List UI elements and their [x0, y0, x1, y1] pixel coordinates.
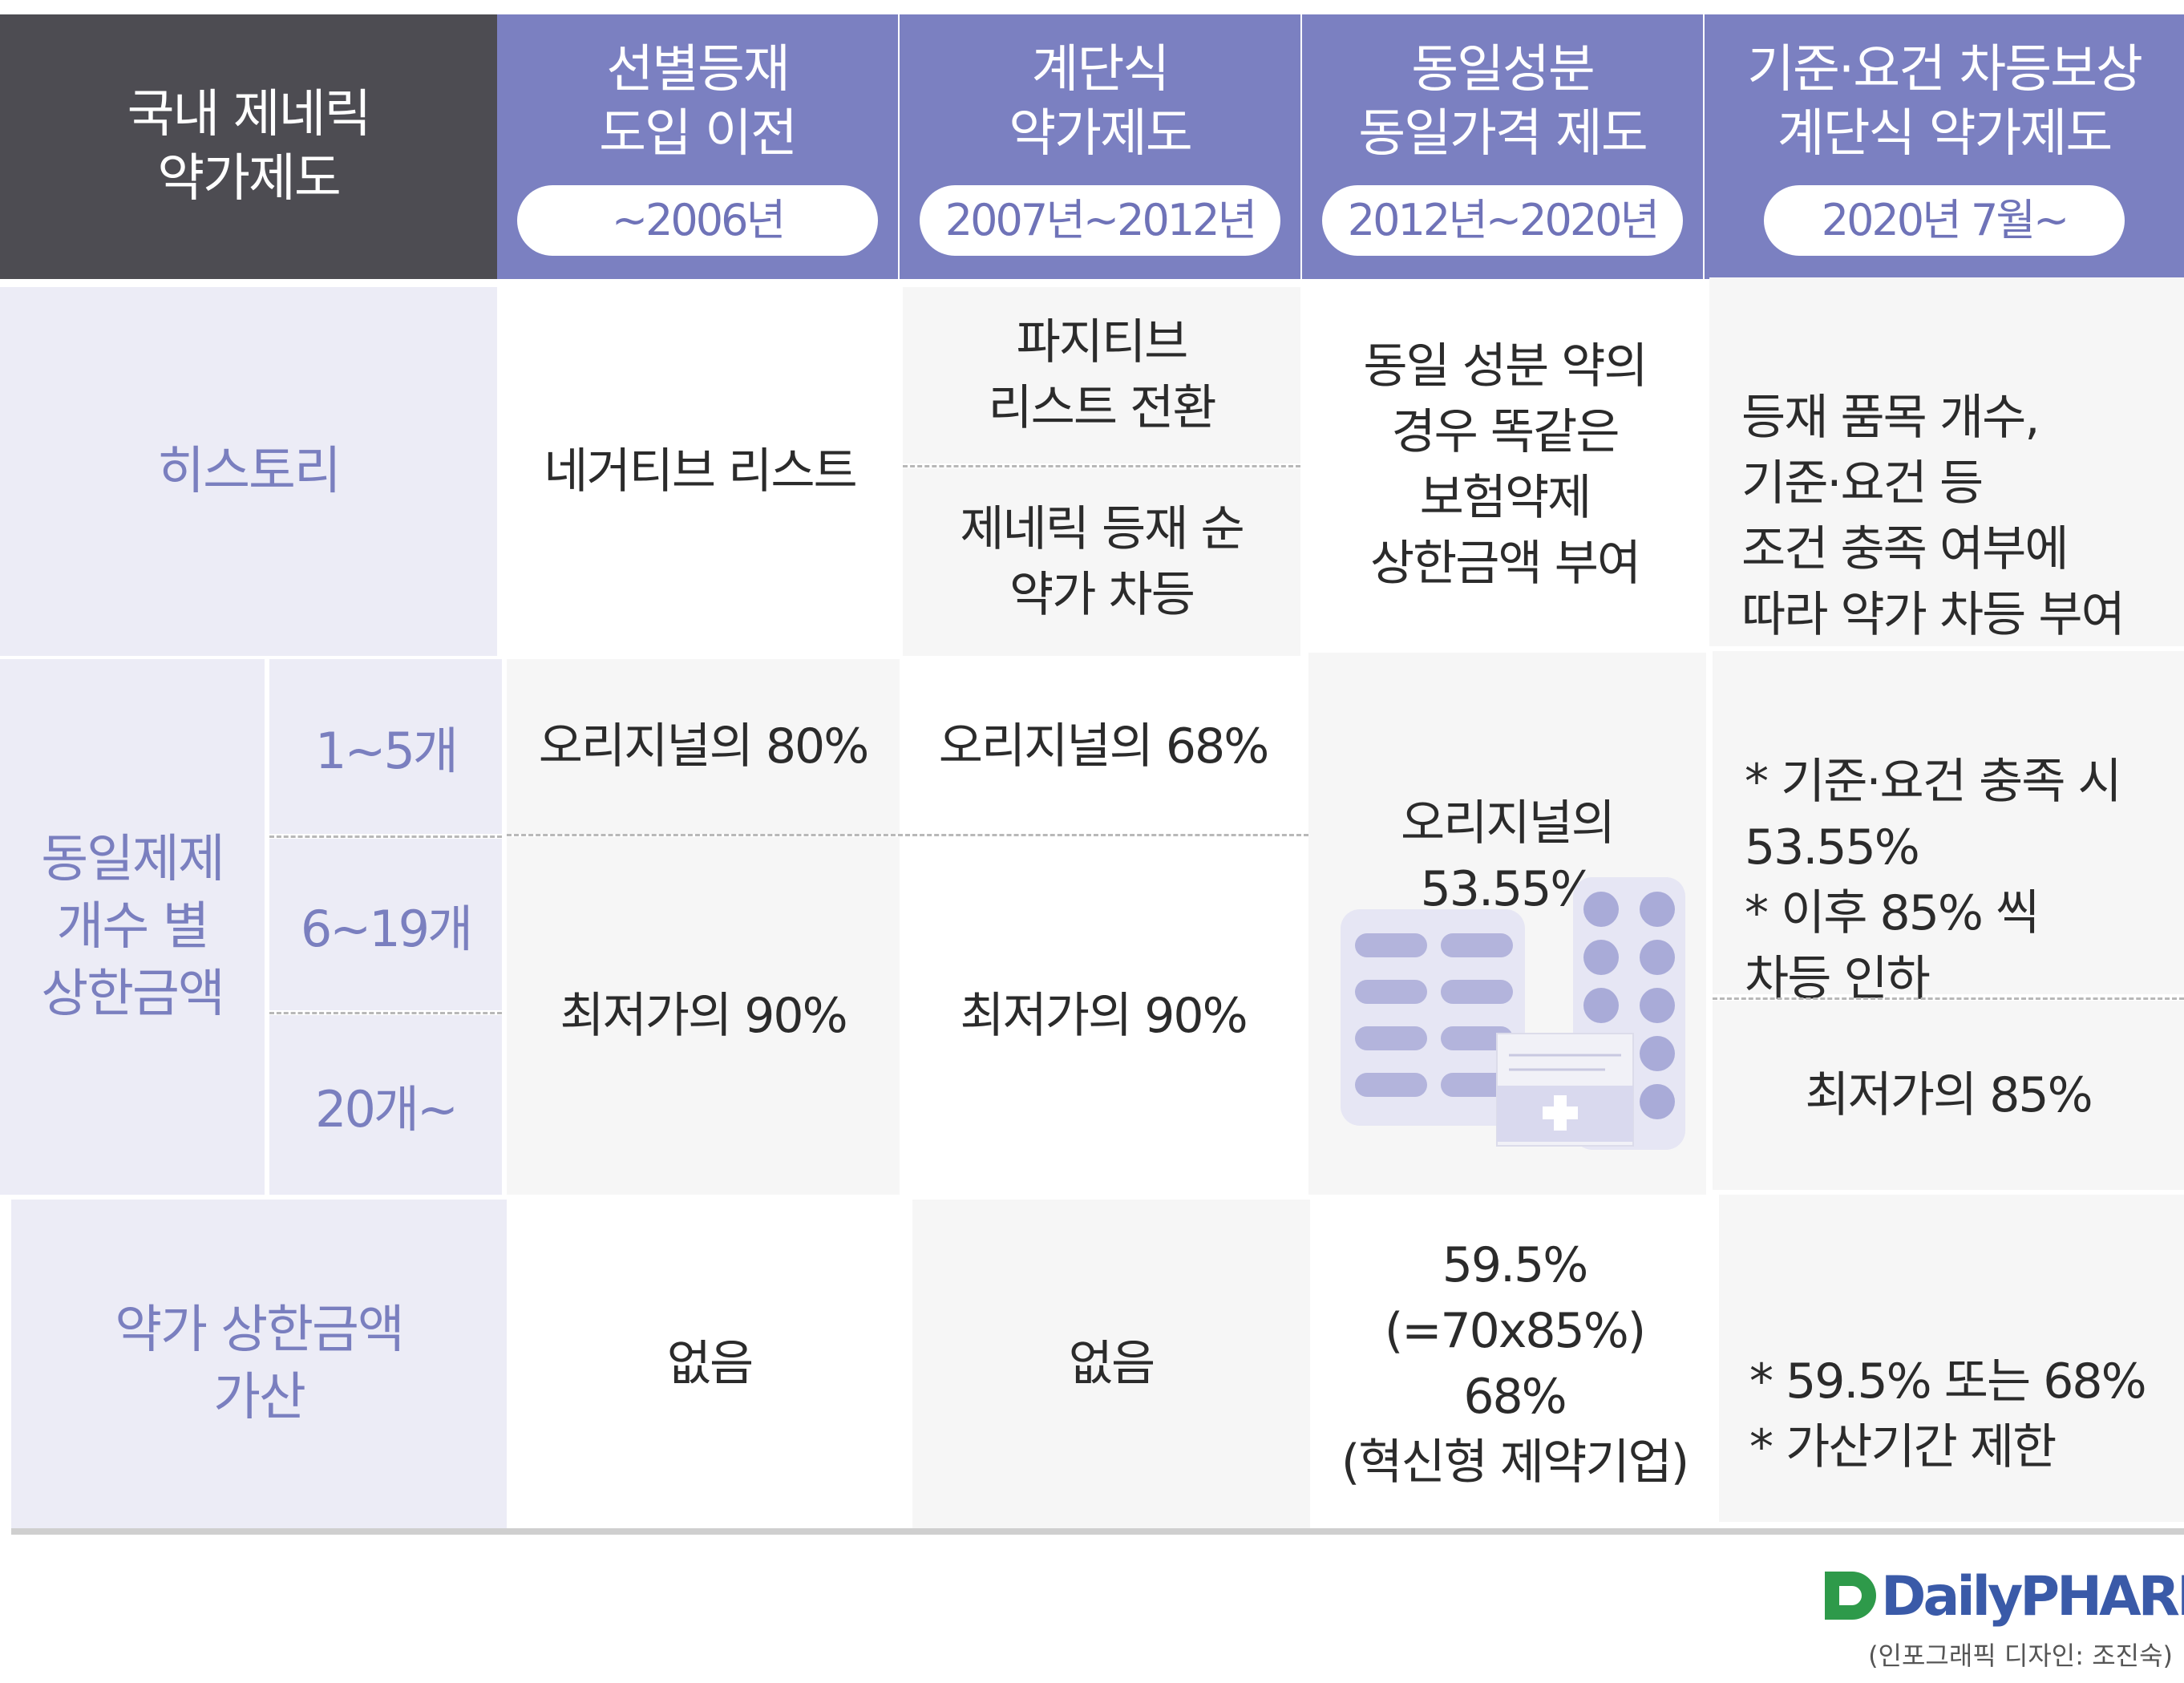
header-col-1: 선별등재 도입 이전 ~2006년 [497, 14, 898, 279]
design-credit: (인포그래픽 디자인: 조진숙) [1868, 1641, 2173, 1671]
row-label-ceiling-text: 동일제제 개수 별 상한금액 [41, 830, 225, 1024]
ceiling-col-1-divider [507, 834, 1308, 836]
ceiling-sub-1-text: 1~5개 [315, 722, 459, 780]
ceiling-col-2-top: 오리지널의 68% [904, 659, 1302, 834]
header-col-3: 동일성분 동일가격 제도 2012년~2020년 [1302, 14, 1703, 279]
history-col-1: 네거티브 리스트 [502, 287, 898, 656]
logo-mark-icon [1825, 1572, 1876, 1620]
header-col-3-title: 동일성분 동일가격 제도 [1358, 40, 1648, 164]
history-col-2-top-text: 파지티브 리스트 전환 [988, 314, 1216, 436]
header-col-2: 계단식 약가제도 2007년~2012년 [900, 14, 1300, 279]
addition-col-4-text: * 59.5% 또는 68% * 가산기간 제한 [1749, 1353, 2147, 1475]
header-col-1-period: ~2006년 [517, 185, 878, 256]
ceiling-sub-1: 1~5개 [269, 659, 502, 834]
history-col-3-text: 동일 성분 약의 경우 똑같은 보험약제 상한금액 부여 [1363, 338, 1648, 592]
history-col-4: 등재 품목 개수, 기준·요건 등 조건 충족 여부에 따라 약가 차등 부여 [1709, 277, 2184, 646]
history-col-2-bottom: 제네릭 등재 순 약가 차등 [903, 468, 1300, 656]
daily-pharm-logo-text: DailyPHARM [1881, 1565, 2184, 1628]
ceiling-sub-2-text: 6~19개 [300, 900, 473, 958]
addition-col-3-text: 59.5% (=70x85%) 68% (혁신형 제약기업) [1341, 1237, 1689, 1491]
addition-col-3: 59.5% (=70x85%) 68% (혁신형 제약기업) [1315, 1200, 1714, 1528]
ceiling-col-1-top: 오리지널의 80% [507, 659, 900, 834]
header-col-4-title: 기준·요건 차등보상 계단식 약가제도 [1747, 40, 2143, 164]
header-col-4: 기준·요건 차등보상 계단식 약가제도 2020년 7월~ [1705, 14, 2184, 279]
ceiling-sub-3-text: 20개~ [315, 1080, 459, 1139]
header-col-3-period: 2012년~2020년 [1322, 185, 1683, 256]
row-label-history-text: 히스토리 [157, 442, 342, 501]
ceiling-col-4-top-text: * 기준·요건 충족 시 53.55% * 이후 85% 씩 차등 인하 [1745, 754, 2122, 1007]
history-col-2-top: 파지티브 리스트 전환 [903, 287, 1300, 463]
history-col-1-text: 네거티브 리스트 [544, 443, 857, 500]
ceiling-col-1-top-text: 오리지널의 80% [538, 718, 869, 775]
ceiling-sub-divider-2 [269, 1012, 502, 1014]
ceiling-col-4-bottom: 최저가의 85% [1713, 1001, 2184, 1190]
header-col-2-title: 계단식 약가제도 [1009, 40, 1193, 164]
addition-col-2-text: 없음 [1068, 1336, 1155, 1392]
ceiling-col-4-bottom-text: 최저가의 85% [1805, 1067, 2093, 1123]
table-bottom-border [11, 1528, 2184, 1535]
ceiling-col-1-bottom-text: 최저가의 90% [560, 988, 847, 1044]
ceiling-col-1-bottom: 최저가의 90% [507, 837, 900, 1195]
history-col-2-divider [903, 465, 1300, 467]
header-corner: 국내 제네릭 약가제도 [0, 14, 497, 279]
addition-col-1-text: 없음 [666, 1336, 754, 1392]
row-label-history: 히스토리 [0, 287, 497, 656]
header-col-4-period: 2020년 7월~ [1764, 185, 2125, 256]
addition-col-1: 없음 [512, 1200, 908, 1528]
header-col-2-period: 2007년~2012년 [920, 185, 1280, 256]
ceiling-col-3-text: 오리지널의 53.55% [1401, 795, 1616, 917]
row-label-addition: 약가 상한금액 가산 [11, 1200, 507, 1528]
header-col-1-title: 선별등재 도입 이전 [599, 40, 798, 164]
ceiling-sub-3: 20개~ [269, 1015, 502, 1195]
ceiling-col-2-bottom: 최저가의 90% [904, 837, 1302, 1195]
ceiling-col-4-top: * 기준·요건 충족 시 53.55% * 이후 85% 씩 차등 인하 [1713, 651, 2184, 1007]
ceiling-col-2-bottom-text: 최저가의 90% [960, 988, 1248, 1044]
daily-pharm-logo: DailyPHARM [1820, 1564, 2184, 1628]
header-corner-title: 국내 제네릭 약가제도 [127, 85, 372, 208]
ceiling-col-3: 오리지널의 53.55% [1308, 653, 1706, 1195]
history-col-3: 동일 성분 약의 경우 똑같은 보험약제 상한금액 부여 [1305, 281, 1705, 649]
ceiling-sub-divider-1 [269, 835, 502, 838]
ceiling-sub-2: 6~19개 [269, 839, 502, 1010]
addition-col-2: 없음 [912, 1200, 1310, 1528]
ceiling-col-2-top-text: 오리지널의 68% [938, 718, 1269, 775]
row-label-ceiling: 동일제제 개수 별 상한금액 [0, 659, 265, 1195]
row-label-addition-text: 약가 상한금액 가산 [115, 1301, 405, 1427]
history-col-4-text: 등재 품목 개수, 기준·요건 등 조건 충족 여부에 따라 약가 차등 부여 [1741, 390, 2125, 643]
pill-blister-illustration [1341, 877, 1685, 1150]
addition-col-4: * 59.5% 또는 68% * 가산기간 제한 [1719, 1195, 2184, 1522]
ceiling-col-4-divider [1713, 997, 2184, 1000]
history-col-2-bottom-text: 제네릭 등재 순 약가 차등 [960, 501, 1244, 623]
